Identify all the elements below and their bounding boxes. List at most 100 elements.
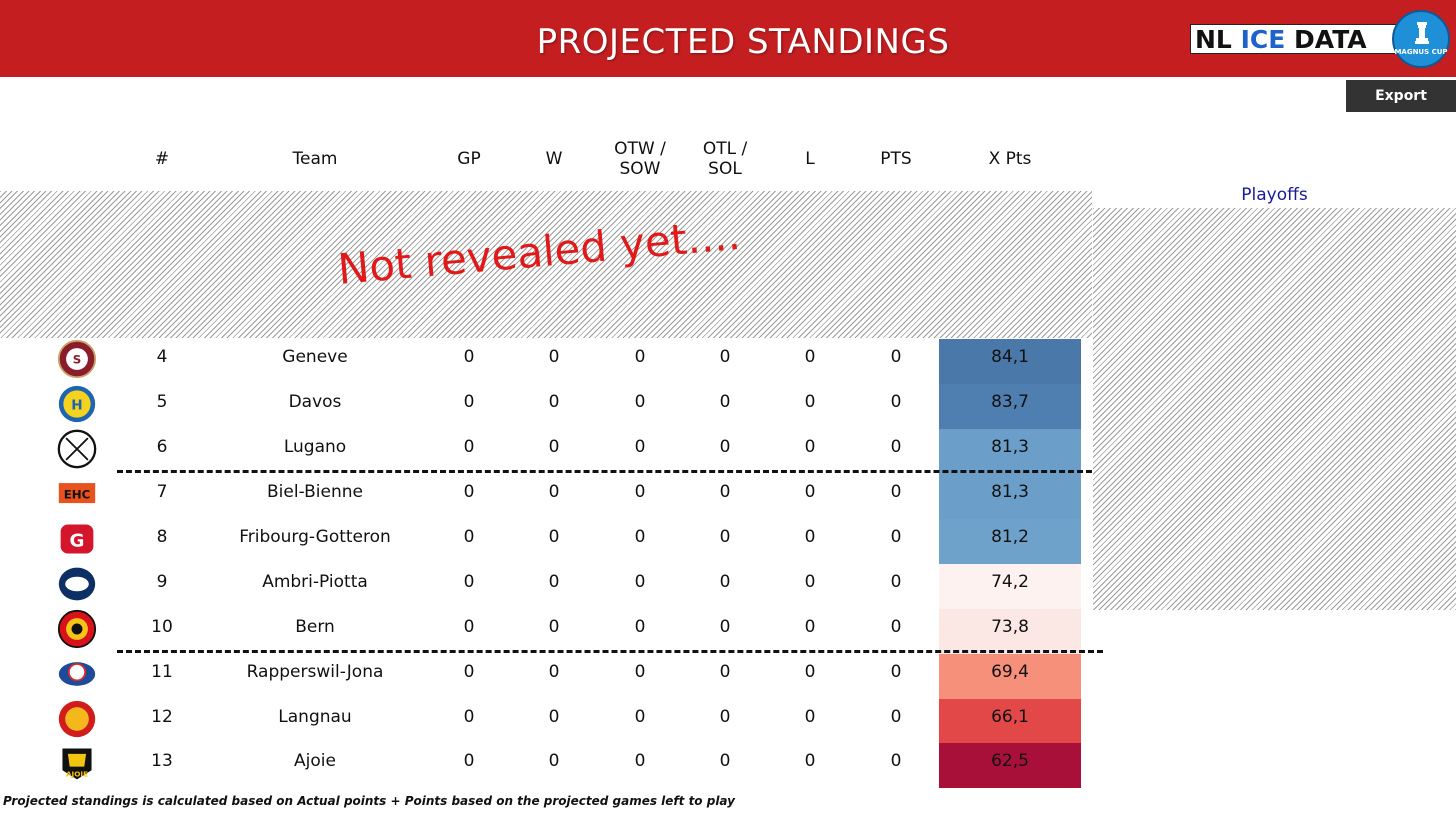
w-cell: 0: [548, 347, 560, 367]
column-header-otw: OTW / SOW: [600, 139, 680, 179]
otw-cell: 0: [634, 482, 646, 502]
ajoie-logo-icon: AJOIE: [62, 748, 92, 780]
otw-cell: 0: [634, 662, 646, 682]
rapperswil-logo-icon: [58, 662, 96, 686]
geneve-logo-icon: S: [57, 339, 97, 379]
gp-cell: 0: [463, 751, 475, 771]
otw-cell: 0: [634, 617, 646, 637]
team-cell: Bern: [295, 617, 335, 637]
magnus-cup-label: MAGNUS CUP: [1394, 48, 1448, 56]
column-header-rank: #: [154, 149, 170, 169]
brand-logo-ice: ICE: [1240, 25, 1286, 54]
pts-cell: 0: [890, 482, 902, 502]
otw-cell: 0: [634, 572, 646, 592]
w-cell: 0: [548, 662, 560, 682]
l-cell: 0: [804, 527, 816, 547]
l-cell: 0: [804, 707, 816, 727]
otl-cell: 0: [719, 707, 731, 727]
gp-cell: 0: [463, 617, 475, 637]
table-row-biel-bienne: EHC 7 Biel-Bienne 0 0 0 0 0 0 81,3: [0, 474, 1092, 519]
xpts-cell: 62,5: [939, 743, 1081, 788]
w-cell: 0: [548, 527, 560, 547]
otw-cell: 0: [634, 347, 646, 367]
otl-cell: 0: [719, 527, 731, 547]
pts-cell: 0: [890, 751, 902, 771]
l-cell: 0: [804, 662, 816, 682]
xpts-cell: 81,3: [939, 474, 1081, 519]
rank-cell: 7: [156, 482, 168, 502]
rank-cell: 11: [151, 662, 173, 682]
otl-cell: 0: [719, 347, 731, 367]
rank-cell: 8: [156, 527, 168, 547]
table-row-rapperswil-jona: 11 Rapperswil-Jona 0 0 0 0 0 0 69,4: [0, 654, 1092, 699]
otl-cell: 0: [719, 617, 731, 637]
column-header-otl-line2: SOL: [708, 159, 742, 179]
rank-cell: 12: [151, 707, 173, 727]
export-button[interactable]: Export: [1346, 80, 1456, 112]
gp-cell: 0: [463, 437, 475, 457]
l-cell: 0: [804, 751, 816, 771]
otl-cell: 0: [719, 437, 731, 457]
pts-cell: 0: [890, 662, 902, 682]
gp-cell: 0: [463, 347, 475, 367]
fribourg-logo-icon: G: [60, 524, 94, 554]
otw-cell: 0: [634, 437, 646, 457]
xpts-cell: 69,4: [939, 654, 1081, 699]
brand-logo-data: DATA: [1294, 25, 1367, 54]
table-row-lugano: 6 Lugano 0 0 0 0 0 0 81,3: [0, 429, 1092, 474]
team-cell: Rapperswil-Jona: [246, 662, 384, 682]
davos-logo-icon: H: [58, 385, 96, 423]
team-cell: Biel-Bienne: [267, 482, 363, 502]
svg-text:EHC: EHC: [64, 488, 91, 502]
table-row-ambri-piotta: 9 Ambri-Piotta 0 0 0 0 0 0 74,2: [0, 564, 1092, 609]
langnau-logo-icon: [58, 700, 96, 738]
column-header-otl: OTL / SOL: [685, 139, 765, 179]
column-header-otw-line2: SOW: [619, 159, 661, 179]
xpts-cell: 83,7: [939, 384, 1081, 429]
table-row-langnau: 12 Langnau 0 0 0 0 0 0 66,1: [0, 699, 1092, 744]
page-title: PROJECTED STANDINGS: [536, 22, 950, 62]
hidden-rows-overlay: [0, 191, 1092, 338]
team-cell: Ajoie: [294, 751, 336, 771]
team-cell: Davos: [288, 392, 342, 412]
otl-cell: 0: [719, 662, 731, 682]
pts-cell: 0: [890, 527, 902, 547]
team-cell: Langnau: [278, 707, 352, 727]
bern-logo-icon: [57, 609, 97, 649]
brand-logo-nl: NL: [1195, 25, 1232, 54]
svg-text:H: H: [71, 397, 82, 413]
rank-cell: 13: [151, 751, 173, 771]
w-cell: 0: [548, 707, 560, 727]
lugano-logo-icon: [57, 429, 97, 469]
w-cell: 0: [548, 617, 560, 637]
pts-cell: 0: [890, 617, 902, 637]
pts-cell: 0: [890, 707, 902, 727]
team-cell: Geneve: [282, 347, 348, 367]
xpts-cell: 81,2: [939, 519, 1081, 564]
pts-cell: 0: [890, 572, 902, 592]
playoff-cutline: [117, 470, 1092, 473]
column-header-pts: PTS: [880, 149, 912, 169]
footnote: Projected standings is calculated based …: [3, 794, 735, 808]
gp-cell: 0: [463, 572, 475, 592]
column-header-w: W: [545, 149, 563, 169]
xpts-cell: 66,1: [939, 699, 1081, 744]
gp-cell: 0: [463, 707, 475, 727]
otw-cell: 0: [634, 392, 646, 412]
w-cell: 0: [548, 392, 560, 412]
table-row-geneve: S 4 Geneve 0 0 0 0 0 0 84,1: [0, 339, 1092, 384]
brand-logo: NL ICE DATA: [1190, 24, 1400, 54]
playin-cutline: [117, 650, 1103, 653]
xpts-cell: 74,2: [939, 564, 1081, 609]
w-cell: 0: [548, 482, 560, 502]
otl-cell: 0: [719, 392, 731, 412]
gp-cell: 0: [463, 392, 475, 412]
rank-cell: 6: [156, 437, 168, 457]
l-cell: 0: [804, 572, 816, 592]
pts-cell: 0: [890, 437, 902, 457]
column-header-otl-line1: OTL /: [702, 139, 748, 159]
gp-cell: 0: [463, 482, 475, 502]
otl-cell: 0: [719, 572, 731, 592]
table-row-fribourg-gotteron: G 8 Fribourg-Gotteron 0 0 0 0 0 0 81,2: [0, 519, 1092, 564]
biel-logo-icon: EHC: [58, 483, 96, 504]
